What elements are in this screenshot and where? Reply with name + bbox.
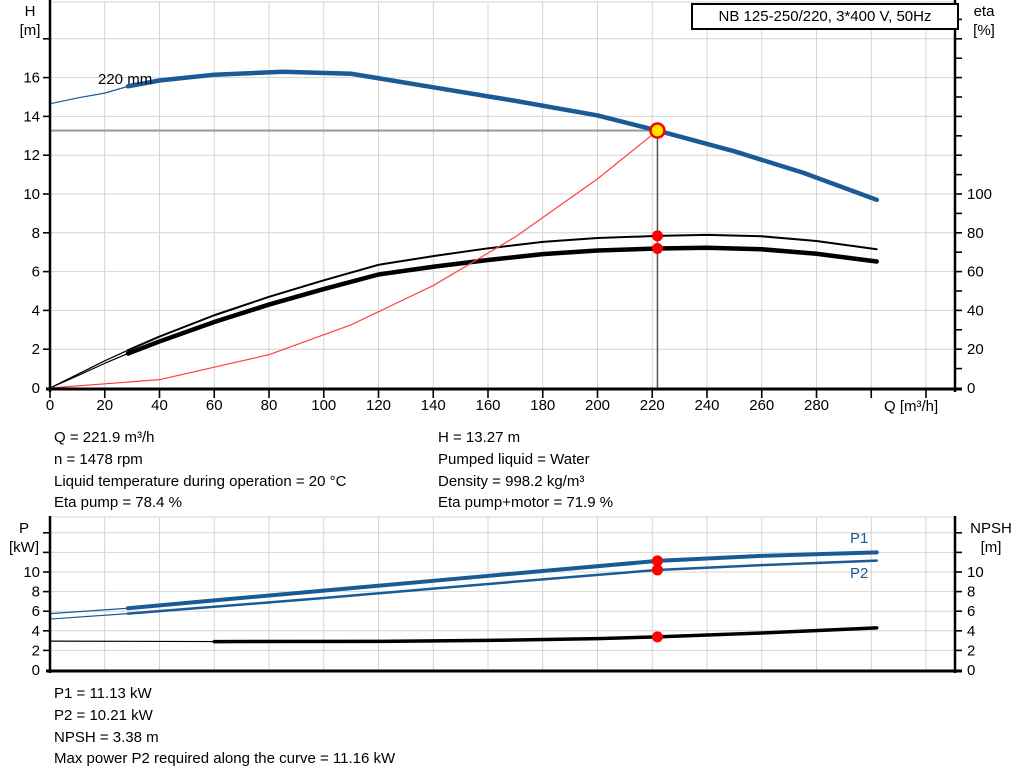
npsh-tick-label: 0 <box>967 662 975 679</box>
p-tick-label: 6 <box>32 603 40 620</box>
p-tick-label: 8 <box>32 584 40 601</box>
h-tick-label: 8 <box>32 225 40 242</box>
info-pumped-liquid: Pumped liquid = Water <box>438 450 590 468</box>
q-tick-label: 220 <box>640 397 665 414</box>
h-tick-label: 12 <box>23 147 40 164</box>
duty-dot-npsh <box>651 631 663 643</box>
h-axis-label: H [m] <box>19 3 41 39</box>
duty-dot-p2 <box>651 564 663 576</box>
q-tick-label: 60 <box>206 397 223 414</box>
info-max-power: Max power P2 required along the curve = … <box>54 750 396 768</box>
p-axis-label: P [kW] <box>9 520 39 556</box>
q-tick-label: 20 <box>96 397 113 414</box>
duty-point-marker[interactable] <box>649 122 666 139</box>
power-info-block: P1 = 11.13 kW P2 = 10.21 kW NPSH = 3.38 … <box>54 683 395 770</box>
q-tick-label: 160 <box>475 397 500 414</box>
q-tick-label: 0 <box>46 397 54 414</box>
npsh-tick-label: 4 <box>967 623 975 640</box>
info-eta-pump: Eta pump = 78.4 % <box>54 494 182 512</box>
q-axis-label: Q [m³/h] <box>884 398 939 415</box>
q-tick-label: 100 <box>311 397 336 414</box>
info-p2: P2 = 10.21 kW <box>54 706 153 724</box>
p2-curve <box>126 559 878 615</box>
h-tick-label: 14 <box>23 108 40 125</box>
h-tick-label: 6 <box>32 264 40 281</box>
eta-tick-label: 80 <box>967 225 984 242</box>
h-tick-label: 2 <box>32 341 40 358</box>
npsh-tick-label: 8 <box>967 584 975 601</box>
eta-tick-label: 20 <box>967 341 984 358</box>
info-q: Q = 221.9 m³/h <box>54 429 155 446</box>
impeller-diameter-label: 220 mm <box>98 71 153 88</box>
duty-dot-eta-pump-motor <box>651 243 663 255</box>
p1-curve-label: P1 <box>850 530 869 547</box>
head-curve-220mm-thin <box>49 85 129 105</box>
pump-title-box: NB 125-250/220, 3*400 V, 50Hz <box>691 3 959 30</box>
npsh-tick-label: 6 <box>967 603 975 620</box>
p-tick-label: 2 <box>32 642 40 659</box>
q-tick-label: 260 <box>749 397 774 414</box>
q-tick-label: 200 <box>585 397 610 414</box>
head-curve-220mm <box>125 69 879 203</box>
eta-tick-label: 0 <box>967 380 975 397</box>
eta-tick-label: 40 <box>967 302 984 319</box>
npsh-tick-label: 2 <box>967 642 975 659</box>
duty-info-left: Q = 221.9 m³/h n = 1478 rpm Liquid tempe… <box>54 427 346 514</box>
q-tick-label: 120 <box>366 397 391 414</box>
eta-pump-curve-thin <box>49 349 129 389</box>
duty-info-right: H = 13.27 m Pumped liquid = Water Densit… <box>438 427 613 514</box>
q-tick-label: 140 <box>421 397 446 414</box>
npsh-axis-label: NPSH [m] <box>970 520 1012 556</box>
h-tick-label: 0 <box>32 380 40 397</box>
p2-curve-label: P2 <box>850 565 869 582</box>
eta-pump-motor-curve-thin <box>49 352 129 389</box>
h-tick-label: 4 <box>32 302 40 319</box>
p2-curve-thin <box>49 613 129 620</box>
p1-curve <box>126 550 879 611</box>
pump-title-text: NB 125-250/220, 3*400 V, 50Hz <box>718 8 932 25</box>
info-npsh: NPSH = 3.38 m <box>54 728 159 746</box>
p-tick-label: 4 <box>32 623 40 640</box>
info-h: H = 13.27 m <box>438 429 521 446</box>
eta-pump-curve <box>127 233 878 352</box>
npsh-curve <box>212 626 879 644</box>
info-density: Density = 998.2 kg/m³ <box>438 472 585 490</box>
p-tick-label: 10 <box>23 564 40 581</box>
eta-axis-label: eta [%] <box>973 3 995 39</box>
info-n: n = 1478 rpm <box>54 450 143 468</box>
h-tick-label: 10 <box>23 186 40 203</box>
npsh-tick-label: 10 <box>967 564 984 581</box>
iso-efficiency-curve <box>49 129 659 389</box>
info-liquid-temp: Liquid temperature during operation = 20… <box>54 472 347 490</box>
q-tick-label: 40 <box>151 397 168 414</box>
eta-pump-motor-curve <box>125 245 879 356</box>
eta-tick-label: 100 <box>967 186 992 203</box>
q-tick-label: 240 <box>694 397 719 414</box>
q-tick-label: 280 <box>804 397 829 414</box>
p1-curve-thin <box>49 607 129 615</box>
duty-dot-eta-pump <box>651 230 663 242</box>
duty-dot-p1 <box>651 555 663 567</box>
q-tick-label: 80 <box>261 397 278 414</box>
info-p1: P1 = 11.13 kW <box>54 685 152 702</box>
p-tick-label: 0 <box>32 662 40 679</box>
eta-tick-label: 60 <box>967 264 984 281</box>
q-tick-label: 180 <box>530 397 555 414</box>
info-eta-pump-motor: Eta pump+motor = 71.9 % <box>438 494 614 512</box>
h-tick-label: 16 <box>23 70 40 87</box>
